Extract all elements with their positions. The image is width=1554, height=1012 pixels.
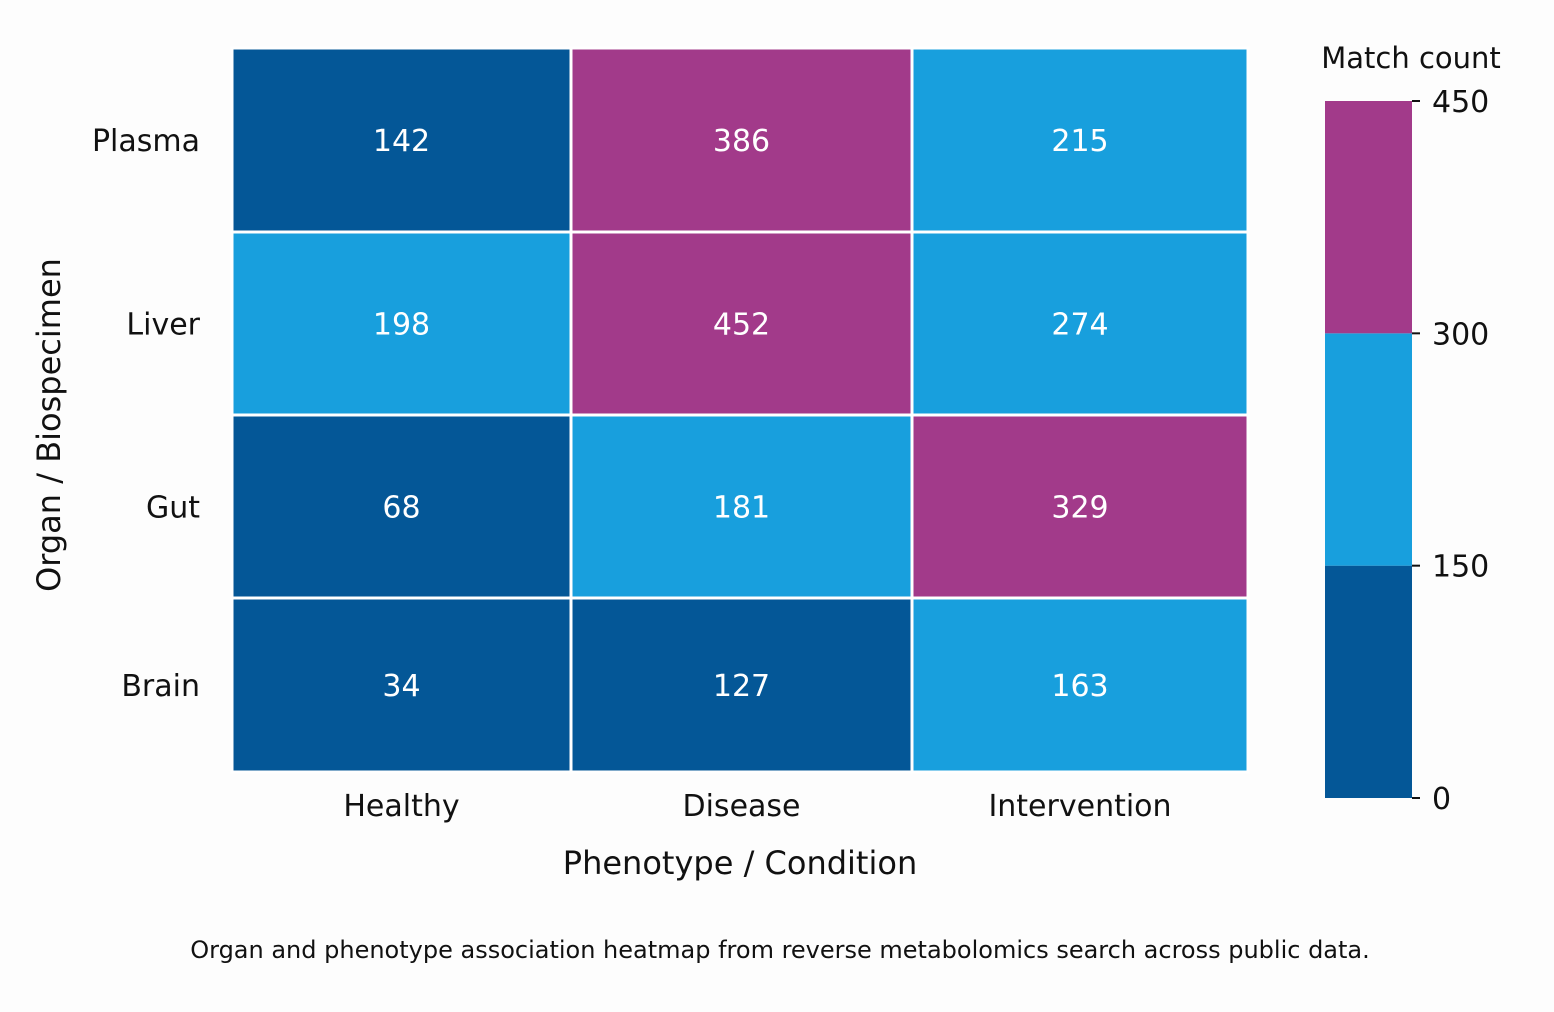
column-labels: Healthy Disease Intervention	[343, 789, 1171, 824]
figure-caption: Organ and phenotype association heatmap …	[190, 936, 1370, 964]
heatmap-cells: 142 386 215 198 452 274 68 181 329 34 127 163	[230, 46, 1250, 774]
colorbar-segment	[1325, 101, 1412, 334]
colorbar-tick-label: 0	[1432, 782, 1451, 817]
y-axis-title: Organ / Biospecimen	[30, 258, 68, 592]
cell-value-label: 181	[713, 491, 770, 526]
colorbar-title: Match count	[1321, 41, 1501, 75]
cell-value-label: 386	[713, 124, 770, 159]
heatmap-cell-plasma-healthy	[230, 46, 573, 234]
cell-value-label: 142	[373, 124, 430, 159]
heatmap-cell-gut-disease	[569, 413, 914, 600]
cell-value-label: 198	[373, 308, 430, 343]
cell-value-label: 127	[713, 669, 770, 704]
colorbar-segment	[1325, 565, 1412, 798]
column-label-disease: Disease	[683, 789, 801, 824]
cell-value-label: 68	[382, 491, 420, 526]
heatmap-cell-plasma-disease	[569, 46, 914, 234]
row-label-gut: Gut	[146, 491, 200, 526]
cell-value-label: 215	[1051, 124, 1108, 159]
x-axis-title: Phenotype / Condition	[563, 844, 917, 882]
colorbar: Match count 0 150 300 450	[1321, 41, 1501, 817]
row-labels: Plasma Liver Gut Brain	[92, 124, 201, 704]
row-label-liver: Liver	[126, 308, 200, 343]
column-label-intervention: Intervention	[988, 789, 1171, 824]
cell-value-label: 274	[1051, 308, 1108, 343]
heatmap-cell-liver-healthy	[230, 230, 573, 417]
colorbar-tick-label: 150	[1432, 550, 1489, 585]
heatmap-cell-liver-intervention	[910, 230, 1250, 417]
heatmap-cell-brain-intervention	[910, 596, 1250, 774]
row-label-brain: Brain	[121, 669, 200, 704]
colorbar-tick-label: 300	[1432, 317, 1489, 352]
cell-value-label: 452	[713, 308, 770, 343]
colorbar-segment	[1325, 333, 1412, 566]
colorbar-tick-label: 450	[1432, 85, 1489, 120]
cell-value-label: 34	[382, 669, 420, 704]
heatmap-cell-liver-disease	[569, 230, 914, 417]
heatmap-cell-brain-healthy	[230, 596, 573, 774]
column-label-healthy: Healthy	[343, 789, 459, 824]
row-label-plasma: Plasma	[92, 124, 200, 159]
cell-value-label: 329	[1051, 491, 1108, 526]
heatmap-cell-plasma-intervention	[910, 46, 1250, 234]
cell-value-label: 163	[1051, 669, 1108, 704]
